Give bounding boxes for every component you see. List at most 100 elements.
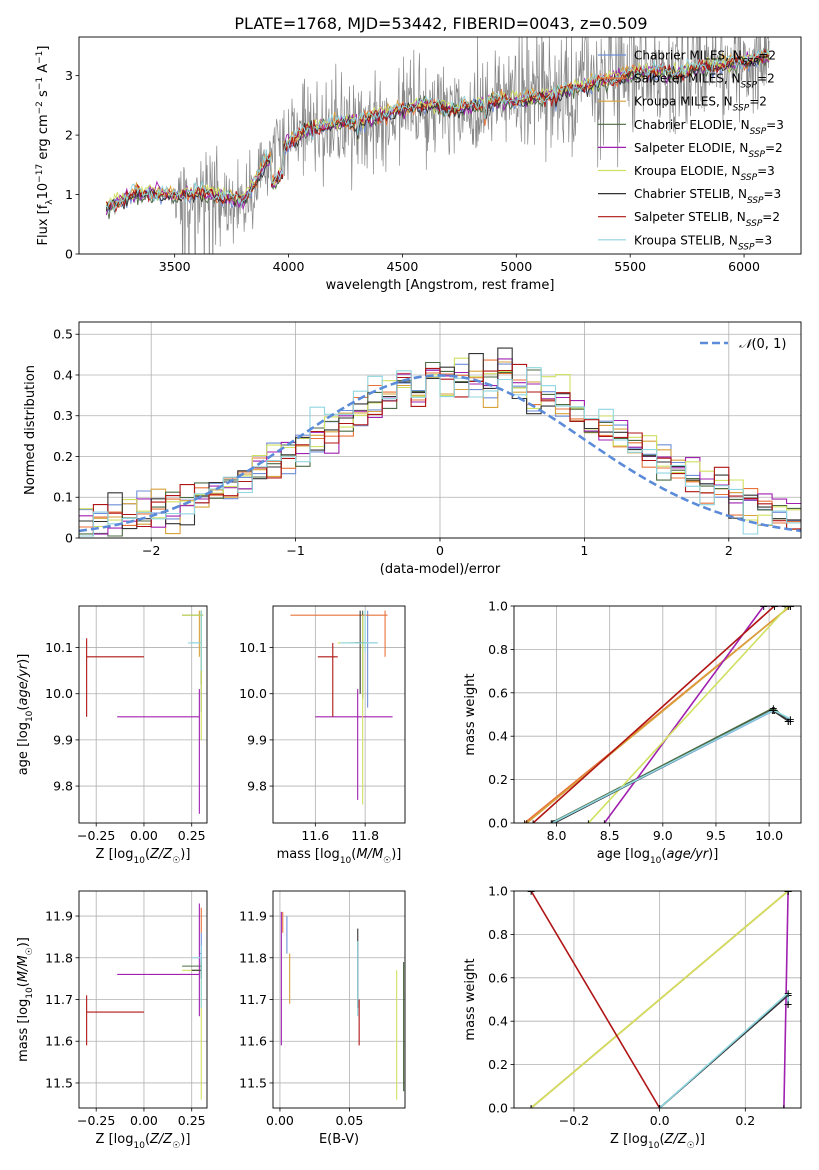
y-tick-label: 11.9: [239, 909, 267, 924]
marker-kroupa-stelib: +: [769, 704, 778, 717]
x-tick-label: −2: [142, 543, 160, 558]
y-tick-label: 10.1: [45, 640, 73, 655]
mass-vs-metallicity-panel: −0.25 0.00 0.25 11.5 11.6 11.7 11.8 11.9 Z [log1…: [16, 890, 208, 1151]
axes-border: [78, 890, 208, 1109]
legend-label-salpeter-miles: Salpeter MILES, NSSP=2: [634, 72, 775, 91]
age-vs-metallicity-panel: −0.25 0.00 0.25 9.8 9.9 10.0 10.1 Z [log10(Z/Z☉…: [16, 605, 208, 866]
marker-salpeter-stelib: +: [527, 885, 536, 898]
y-tick-label: 9.8: [53, 779, 73, 794]
plot-area: [79, 347, 801, 537]
x-axis-label: Z [log10(Z/Z☉)]: [610, 1132, 705, 1151]
plot-area: [105, 37, 770, 254]
grid-lines: [79, 891, 207, 1108]
plot-area: [280, 911, 405, 1100]
marker-chabrier-elodie: +: [784, 715, 793, 728]
x-tick-label: 0.25: [178, 1113, 206, 1128]
x-axis-label: age [log10(age/yr)]: [597, 847, 719, 866]
mass-weight-line-kroupa-stelib: [551, 709, 791, 823]
y-tick-label: 0.1: [53, 490, 73, 505]
marker-kroupa-stelib: +: [784, 987, 793, 1000]
marker-kroupa-miles: +: [527, 1102, 536, 1115]
x-axis-label: Z [log10(Z/Z☉)]: [96, 1132, 191, 1151]
cumulative-age-panel: ++++++++++++ +++++++++++8.0 8.5 9.0 9.5 10.0 0…: [463, 599, 802, 866]
y-tick-label: 0.3: [53, 408, 73, 423]
mass-weight-line-salpeter-elodie: [603, 606, 786, 823]
grid-lines: [79, 606, 207, 823]
x-tick-label: −0.25: [77, 1113, 115, 1128]
y-tick-label: 0: [65, 531, 73, 546]
legend-label-chabrier-stelib: Chabrier STELIB, NSSP=3: [634, 187, 781, 206]
axes-border: [272, 605, 406, 824]
model-line-kroupa-stelib: [105, 49, 770, 212]
axes-frame: 8.0 8.5 9.0 9.5 10.0 0.0 0.2 0.4 0.6 0.8 1.0 age [l…: [463, 599, 802, 866]
y-tick-label: 0.4: [488, 1014, 508, 1029]
x-tick-label: 0.25: [178, 828, 206, 843]
x-tick-label: −0.2: [559, 1113, 589, 1128]
y-tick-label: 3: [65, 68, 73, 83]
marker-chabrier-miles: +: [549, 817, 558, 830]
marker-salpeter-miles: +: [527, 1102, 536, 1115]
x-tick-label: 0.0: [650, 1113, 670, 1128]
y-tick-label: 9.9: [247, 732, 267, 747]
marker-chabrier-elodie: +: [655, 1102, 664, 1115]
x-axis-label: wavelength [Angstrom, rest frame]: [326, 278, 555, 293]
y-tick-label: 1.0: [488, 884, 508, 899]
y-tick-label: 0: [65, 247, 73, 262]
marker-salpeter-elodie: +: [784, 885, 793, 898]
plot-area: ++++++++++++++++++++: [527, 885, 793, 1115]
mass-weight-line-chabrier-stelib: [554, 709, 789, 823]
y-tick-label: 0.2: [488, 1057, 508, 1072]
y-tick-label: 0.6: [488, 685, 508, 700]
histogram-salpeter-stelib: [79, 363, 801, 537]
marker-salpeter-elodie: +: [600, 817, 609, 830]
marker-chabrier-miles: +: [786, 715, 795, 728]
marker-salpeter-stelib: +: [770, 600, 779, 613]
plot-area: ++++++++++++ +++++++++++: [520, 600, 795, 830]
marker-kroupa-elodie: +: [784, 600, 793, 613]
y-tick-label: 9.9: [53, 732, 73, 747]
x-tick-label: 0.00: [266, 1113, 294, 1128]
marker-kroupa-elodie: +: [527, 1102, 536, 1115]
axes-frame: −0.25 0.00 0.25 9.8 9.9 10.0 10.1 Z [log10(Z/Z☉…: [16, 605, 208, 866]
x-tick-label: 4000: [273, 259, 305, 274]
axes-frame: −0.2 0.0 0.2 0.0 0.2 0.4 0.6 0.8 1.0 Z [log10(Z/Z…: [463, 884, 802, 1151]
marker-salpeter-stelib: +: [655, 1102, 664, 1115]
legend-label-salpeter-stelib: Salpeter STELIB, NSSP=2: [634, 210, 780, 229]
y-axis-label: age [log10(age/yr)]: [16, 654, 35, 776]
marker-kroupa-miles: +: [522, 817, 531, 830]
legend-label-kroupa-miles: Kroupa MILES, NSSP=2: [634, 95, 767, 114]
mass-weight-line-salpeter-stelib: [530, 891, 661, 1108]
axes-border: [78, 321, 802, 539]
axes-frame: 0.00 0.05 11.5 11.6 11.7 11.8 11.9 E(B-V): [239, 890, 406, 1147]
mass-weight-line-chabrier-miles: [552, 709, 791, 823]
marker-salpeter-stelib: +: [529, 817, 538, 830]
axes-border: [78, 36, 802, 255]
residuals-panel: −2 −1 0 1 2 0 0.1 0.2 0.3 0.4 0.5 (data-model)/erro…: [23, 321, 802, 577]
x-tick-label: 8.5: [600, 828, 620, 843]
mass-weight-line-kroupa-elodie: [530, 891, 789, 1108]
x-tick-label: −1: [286, 543, 304, 558]
histogram-kroupa-stelib: [79, 367, 801, 537]
x-axis-label: mass [log10(M/M☉)]: [277, 847, 402, 866]
grid-lines: [273, 891, 405, 1108]
marker-salpeter-miles: +: [786, 600, 795, 613]
y-tick-label: 0.0: [488, 816, 508, 831]
cumulative-metallicity-panel: ++++++++++++++++++++−0.2 0.0 0.2 0.0 0.2 0.4 0…: [463, 884, 802, 1151]
marker-chabrier-stelib: +: [550, 817, 559, 830]
y-tick-label: 2: [65, 128, 73, 143]
x-tick-label: 11.8: [351, 828, 379, 843]
x-tick-label: 5000: [500, 259, 532, 274]
marker-salpeter-elodie: +: [779, 1102, 788, 1115]
x-tick-label: 8.0: [547, 828, 567, 843]
x-tick-label: 11.6: [301, 828, 329, 843]
marker-chabrier-stelib: +: [655, 1102, 664, 1115]
mass-weight-line-kroupa-stelib: [659, 991, 789, 1108]
mass-weight-line-salpeter-stelib: [532, 606, 775, 823]
y-tick-label: 10.0: [45, 686, 73, 701]
marker-kroupa-stelib: +: [548, 817, 557, 830]
marker-kroupa-stelib: +: [784, 998, 793, 1011]
marker-chabrier-elodie: +: [547, 817, 556, 830]
y-axis-label: Flux [fλ10−17 erg cm−2 s−1 A−1]: [35, 46, 55, 246]
x-tick-label: 0.00: [130, 828, 158, 843]
